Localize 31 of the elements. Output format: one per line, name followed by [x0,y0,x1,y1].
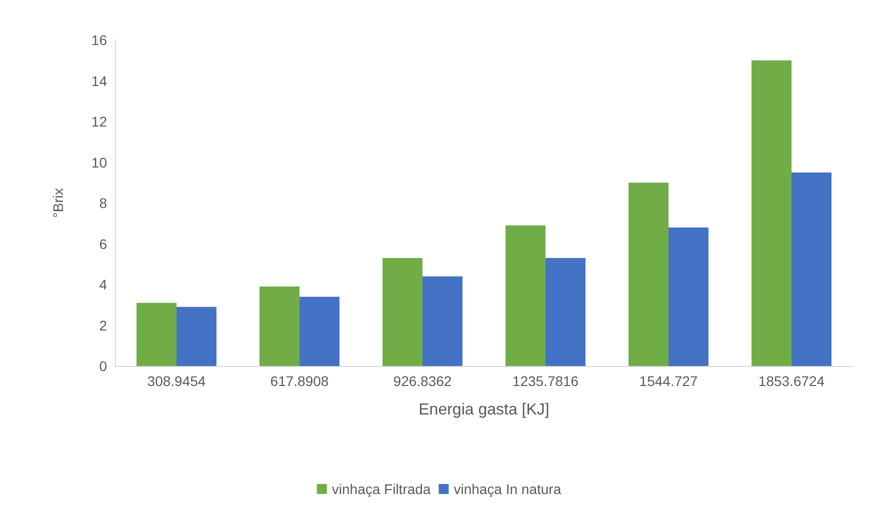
y-tick-label: 4 [99,276,108,292]
bar [382,258,422,366]
x-tick-label: 1853.6724 [758,373,825,389]
y-tick-label: 16 [91,32,108,48]
y-tick-label: 6 [99,236,108,252]
bar [422,276,462,366]
x-tick-label: 1544.727 [639,373,698,389]
x-tick-label: 308.9454 [147,373,206,389]
bar [176,306,216,366]
x-tick-label: 926.8362 [393,373,452,389]
x-axis-title: Energia gasta [KJ] [418,402,550,418]
y-tick-label: 10 [91,154,108,170]
legend-label: vinhaça Filtrada [332,481,431,497]
y-tick-label: 0 [99,358,108,374]
bar [260,286,300,366]
legend-label: vinhaça In natura [454,481,562,497]
bar [136,302,176,366]
bar [546,258,586,366]
bar [668,227,708,366]
y-tick-label: 14 [91,72,108,89]
bar [752,60,792,366]
x-tick-label: 617.8908 [270,373,329,389]
y-tick-label: 2 [99,317,108,334]
bar [628,182,668,366]
bar [792,172,832,366]
y-axis-title: °Brix [50,188,66,218]
y-tick-label: 8 [99,195,108,211]
x-tick-label: 1235.7816 [512,373,579,389]
bar [300,296,340,366]
bar [506,225,546,366]
y-tick-label: 12 [91,114,108,130]
